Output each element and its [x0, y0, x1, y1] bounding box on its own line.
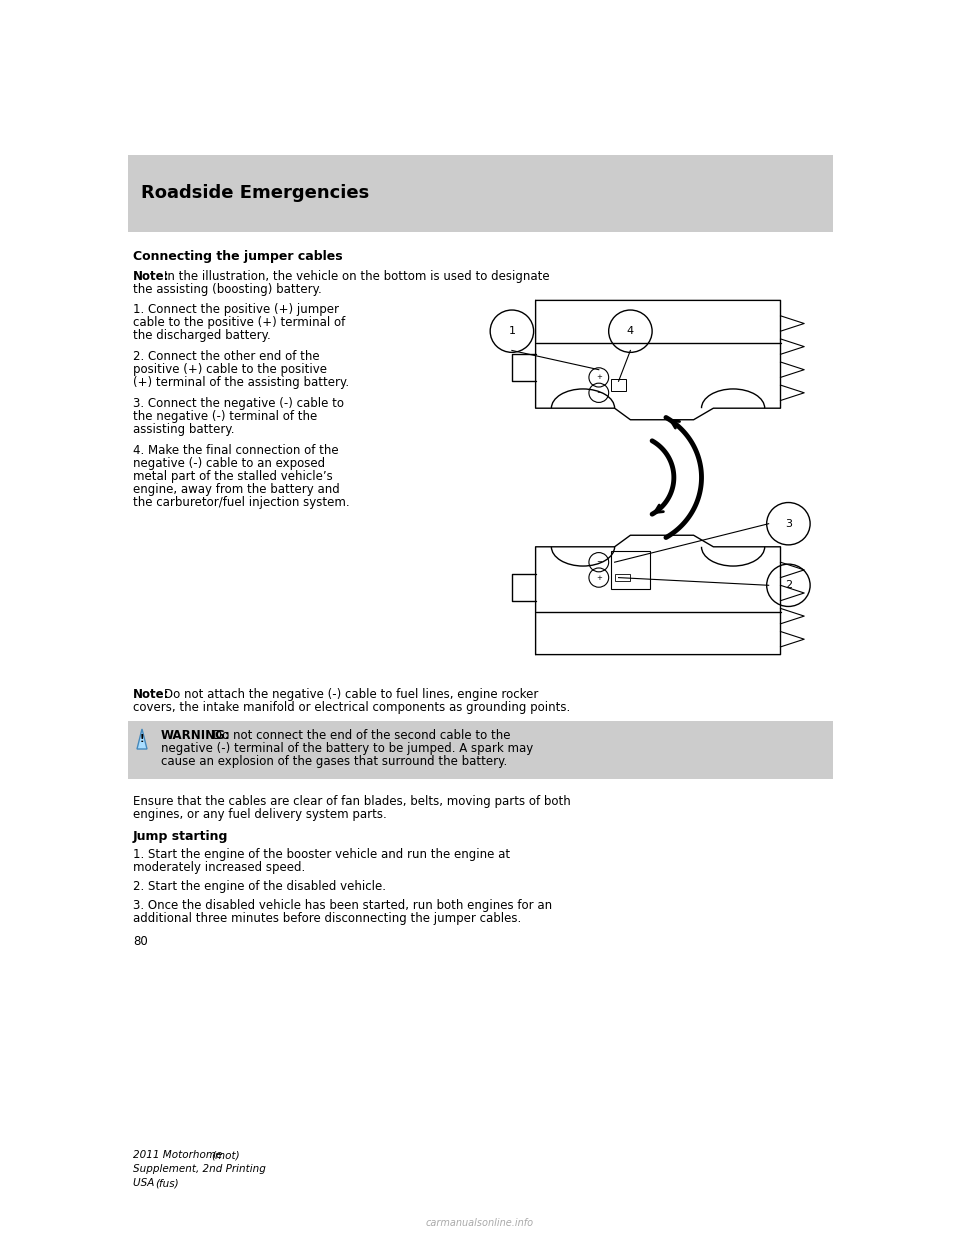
- Text: Connecting the jumper cables: Connecting the jumper cables: [133, 250, 343, 263]
- Text: +: +: [596, 575, 602, 580]
- Text: the discharged battery.: the discharged battery.: [133, 329, 271, 342]
- Circle shape: [767, 564, 810, 606]
- Text: positive (+) cable to the positive: positive (+) cable to the positive: [133, 363, 327, 376]
- Text: Jump starting: Jump starting: [133, 830, 228, 843]
- Text: Roadside Emergencies: Roadside Emergencies: [141, 185, 370, 202]
- Text: USA: USA: [133, 1177, 157, 1189]
- Text: additional three minutes before disconnecting the jumper cables.: additional three minutes before disconne…: [133, 912, 521, 925]
- Text: Supplement, 2nd Printing: Supplement, 2nd Printing: [133, 1164, 266, 1174]
- Text: 1: 1: [509, 327, 516, 337]
- Text: −: −: [596, 390, 602, 396]
- Text: In the illustration, the vehicle on the bottom is used to designate: In the illustration, the vehicle on the …: [164, 270, 550, 283]
- Text: 80: 80: [133, 935, 148, 948]
- Circle shape: [491, 310, 534, 353]
- Text: 1. Connect the positive (+) jumper: 1. Connect the positive (+) jumper: [133, 303, 339, 315]
- Text: assisting battery.: assisting battery.: [133, 424, 234, 436]
- Text: cause an explosion of the gases that surround the battery.: cause an explosion of the gases that sur…: [161, 755, 507, 768]
- Text: 4: 4: [627, 327, 634, 337]
- Text: (mot): (mot): [211, 1150, 240, 1160]
- Text: 3: 3: [785, 519, 792, 529]
- Text: Do not connect the end of the second cable to the: Do not connect the end of the second cab…: [213, 729, 511, 741]
- Text: metal part of the stalled vehicle’s: metal part of the stalled vehicle’s: [133, 469, 333, 483]
- Text: 3. Connect the negative (-) cable to: 3. Connect the negative (-) cable to: [133, 397, 344, 410]
- Text: carmanualsonline.info: carmanualsonline.info: [426, 1218, 534, 1228]
- Text: 1. Start the engine of the booster vehicle and run the engine at: 1. Start the engine of the booster vehic…: [133, 848, 510, 861]
- Text: 2. Connect the other end of the: 2. Connect the other end of the: [133, 350, 320, 363]
- Bar: [128, 722, 833, 779]
- Text: 4. Make the final connection of the: 4. Make the final connection of the: [133, 443, 339, 457]
- Circle shape: [767, 503, 810, 545]
- Text: 3. Once the disabled vehicle has been started, run both engines for an: 3. Once the disabled vehicle has been st…: [133, 899, 552, 912]
- Text: the negative (-) terminal of the: the negative (-) terminal of the: [133, 410, 317, 424]
- Polygon shape: [137, 729, 147, 749]
- Text: cable to the positive (+) terminal of: cable to the positive (+) terminal of: [133, 315, 346, 329]
- Text: −: −: [596, 559, 602, 565]
- Text: Do not attach the negative (-) cable to fuel lines, engine rocker: Do not attach the negative (-) cable to …: [164, 688, 539, 700]
- Text: the assisting (boosting) battery.: the assisting (boosting) battery.: [133, 283, 322, 296]
- Text: WARNING:: WARNING:: [161, 729, 230, 741]
- Text: Ensure that the cables are clear of fan blades, belts, moving parts of both: Ensure that the cables are clear of fan …: [133, 795, 571, 809]
- Text: (fus): (fus): [155, 1177, 179, 1189]
- Text: engines, or any fuel delivery system parts.: engines, or any fuel delivery system par…: [133, 809, 387, 821]
- Text: engine, away from the battery and: engine, away from the battery and: [133, 483, 340, 496]
- Text: negative (-) terminal of the battery to be jumped. A spark may: negative (-) terminal of the battery to …: [161, 741, 533, 755]
- Text: negative (-) cable to an exposed: negative (-) cable to an exposed: [133, 457, 325, 469]
- Bar: [128, 155, 833, 232]
- Text: Note:: Note:: [133, 270, 170, 283]
- Text: Note:: Note:: [133, 688, 170, 700]
- Text: +: +: [596, 374, 602, 380]
- Text: moderately increased speed.: moderately increased speed.: [133, 861, 305, 874]
- Text: 2. Start the engine of the disabled vehicle.: 2. Start the engine of the disabled vehi…: [133, 881, 386, 893]
- Text: covers, the intake manifold or electrical components as grounding points.: covers, the intake manifold or electrica…: [133, 700, 570, 714]
- Text: (+) terminal of the assisting battery.: (+) terminal of the assisting battery.: [133, 376, 349, 389]
- Text: 2011 Motorhome: 2011 Motorhome: [133, 1150, 226, 1160]
- Bar: [611, 550, 650, 589]
- Text: !: !: [140, 734, 144, 744]
- Text: 2: 2: [785, 580, 792, 590]
- Circle shape: [609, 310, 652, 353]
- Text: the carburetor/fuel injection system.: the carburetor/fuel injection system.: [133, 496, 349, 509]
- Bar: [611, 379, 627, 391]
- Bar: [614, 574, 631, 581]
